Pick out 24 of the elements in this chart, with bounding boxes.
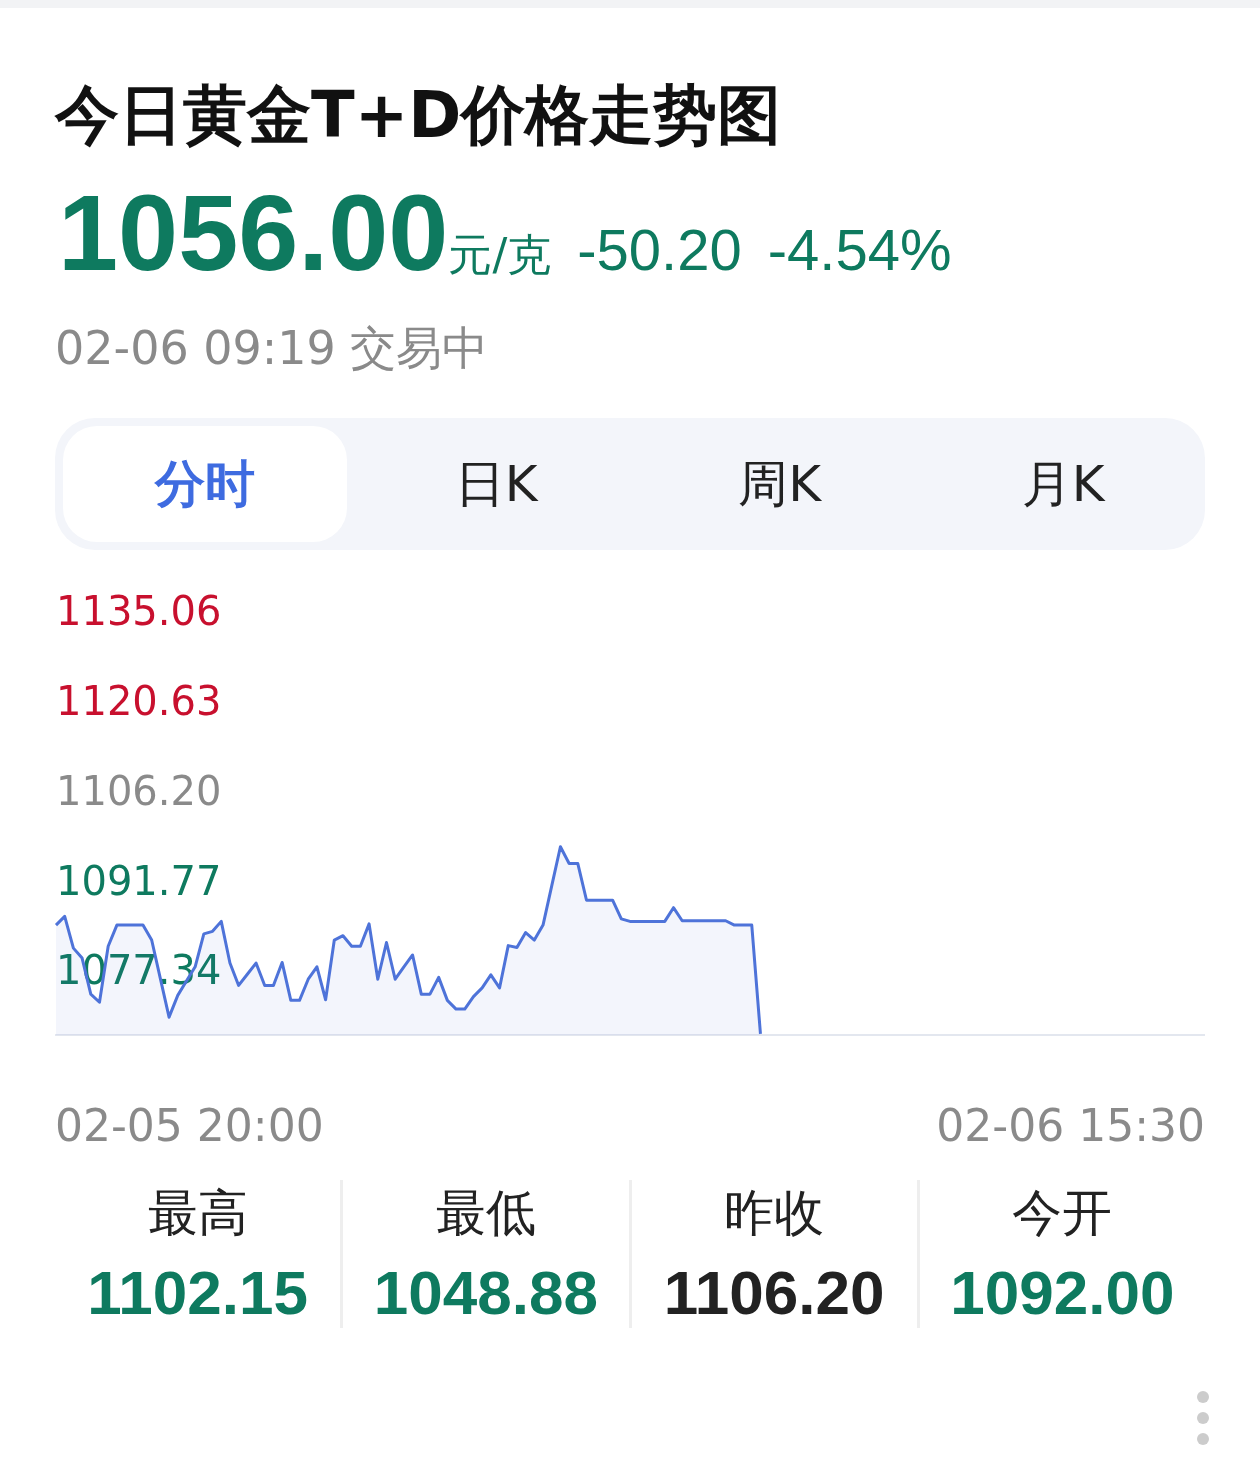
y-tick-label: 1135.06 xyxy=(56,588,222,635)
text: 02-06 09:19 交易中 xyxy=(55,320,489,377)
text: 最低 xyxy=(434,1183,537,1244)
text: 1092.00 xyxy=(949,1257,1176,1328)
text: 分时 xyxy=(63,426,347,542)
text: 元/克 xyxy=(448,229,552,280)
y-tick-label: 1091.77 xyxy=(56,857,222,904)
text: 周K xyxy=(737,453,823,515)
text: 日K xyxy=(453,453,539,515)
text: 最高 xyxy=(146,1183,249,1244)
text: 02-05 20:00 xyxy=(55,1100,324,1151)
y-tick-label: 1106.20 xyxy=(56,767,222,814)
y-tick-label: 1120.63 xyxy=(56,678,222,725)
text: -4.54% xyxy=(767,217,952,282)
text: -50.20 xyxy=(577,217,742,282)
text: 02-06 15:30 xyxy=(936,1100,1205,1151)
text: 1106.20 xyxy=(662,1257,886,1328)
text: 月K xyxy=(1020,453,1106,515)
text: 1048.88 xyxy=(372,1257,599,1328)
text: 1102.15 xyxy=(86,1257,309,1328)
text: 昨收 xyxy=(723,1183,826,1244)
chart-title: 今日黄金T+D价格走势图 xyxy=(55,77,782,154)
text: 今开 xyxy=(1011,1183,1114,1244)
text: 1056.00 xyxy=(58,172,449,293)
